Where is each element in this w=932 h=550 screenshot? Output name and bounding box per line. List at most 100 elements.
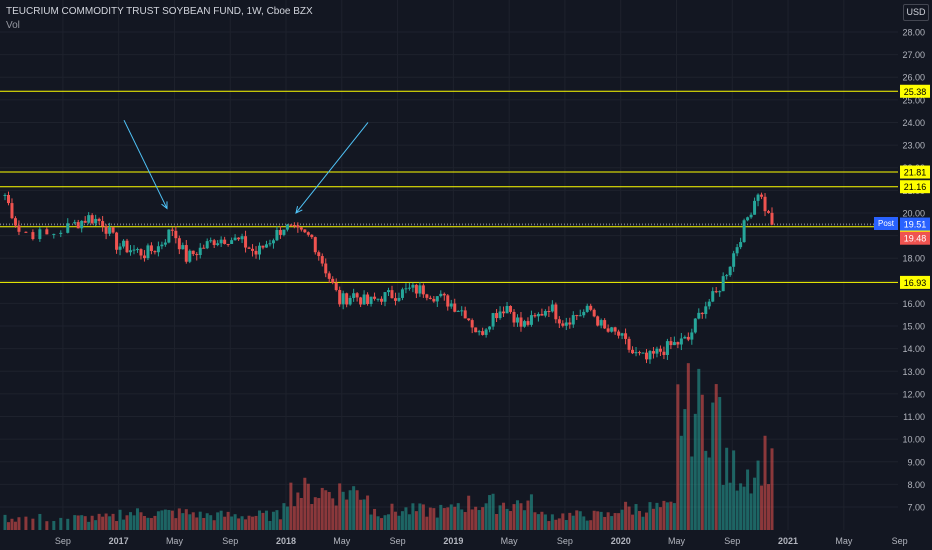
- candle-body: [662, 351, 666, 355]
- candle-body: [756, 194, 760, 201]
- candle-body: [467, 318, 471, 321]
- time-tick-label: May: [166, 536, 184, 546]
- volume-bar: [543, 514, 547, 530]
- volume-bar: [125, 515, 129, 530]
- candle-body: [380, 298, 384, 302]
- candle-body: [17, 225, 21, 232]
- candle-body: [317, 252, 321, 257]
- volume-bar: [610, 516, 614, 530]
- candle-body: [439, 293, 443, 297]
- candle-body: [373, 296, 377, 299]
- candle-body: [760, 194, 764, 197]
- candle-body: [407, 287, 411, 289]
- level-price-label: 16.93: [904, 278, 927, 288]
- arrow-head[interactable]: [295, 206, 303, 214]
- price-candles: [3, 191, 774, 364]
- volume-bar: [421, 504, 425, 530]
- last-price-tag: [900, 231, 930, 245]
- candle-body: [362, 294, 366, 305]
- volume-bar: [10, 518, 14, 530]
- candle-body: [38, 229, 42, 240]
- candle-body: [669, 341, 673, 346]
- volume-bar: [536, 514, 540, 530]
- candle-body: [512, 311, 516, 323]
- volume-bar: [174, 518, 178, 530]
- volume-bar: [87, 521, 91, 530]
- volume-bar: [557, 518, 561, 530]
- candle-body: [142, 255, 146, 259]
- arrow-shaft[interactable]: [295, 122, 369, 214]
- candle-body: [561, 323, 565, 326]
- candle-body: [557, 319, 561, 324]
- level-price-label: 21.81: [904, 168, 927, 178]
- candle-body: [421, 285, 425, 295]
- candle-body: [414, 284, 418, 294]
- candle-body: [550, 304, 554, 312]
- time-axis[interactable]: Sep 2017 May Sep 2018 May Sep 2019 May Sep 2020 May…: [55, 536, 908, 546]
- candle-body: [638, 352, 642, 354]
- candle-body: [135, 249, 139, 251]
- candle-body: [446, 295, 450, 307]
- candle-body: [132, 249, 136, 251]
- volume-bar: [732, 450, 736, 530]
- candle-body: [732, 253, 736, 267]
- volume-bar: [617, 513, 621, 530]
- candle-body: [275, 230, 279, 241]
- volume-bar: [467, 495, 471, 530]
- horizontal-level-lines[interactable]: [0, 90, 898, 283]
- time-tick-label: Sep: [390, 536, 406, 546]
- level-price-label: 25.38: [904, 87, 927, 97]
- candle-body: [230, 240, 234, 244]
- volume-bar: [564, 520, 568, 530]
- currency-button[interactable]: USD: [903, 4, 929, 21]
- candle-body: [700, 312, 704, 315]
- volume-bar: [624, 501, 628, 530]
- volume-bar: [509, 511, 513, 530]
- volume-bar: [135, 508, 139, 530]
- volume-bar: [181, 513, 185, 530]
- arrow-shaft[interactable]: [123, 119, 168, 209]
- volume-bar: [345, 499, 349, 530]
- time-tick-label: Sep: [724, 536, 740, 546]
- volume-bar: [142, 515, 146, 530]
- candle-body: [289, 224, 293, 226]
- time-tick-label: Sep: [55, 536, 71, 546]
- volume-bar: [146, 517, 150, 530]
- candle-body: [679, 338, 683, 345]
- candle-body: [449, 303, 453, 307]
- volume-bar: [219, 510, 223, 530]
- candle-body: [547, 310, 551, 312]
- candle-body: [115, 232, 119, 250]
- candle-body: [400, 289, 404, 298]
- level-price-tag: [900, 275, 930, 289]
- level-price-tag: [900, 165, 930, 179]
- candle-body: [383, 292, 387, 302]
- volume-bar: [264, 510, 268, 530]
- volume-bar: [289, 482, 293, 530]
- volume-bar: [658, 507, 662, 530]
- candle-body: [261, 245, 265, 248]
- volume-bar: [369, 514, 373, 530]
- price-tick-label: 7.00: [907, 503, 925, 513]
- candle-body: [749, 214, 753, 218]
- volume-bar: [463, 512, 467, 530]
- candle-body: [209, 240, 213, 242]
- candle-body: [338, 290, 342, 305]
- volume-bar: [697, 368, 701, 530]
- candle-body: [425, 294, 429, 298]
- volume-bar: [662, 500, 666, 530]
- trend-arrows[interactable]: [123, 119, 369, 214]
- arrow-head[interactable]: [161, 201, 168, 210]
- volume-bar: [24, 516, 28, 530]
- candle-body: [397, 297, 401, 301]
- volume-bar: [767, 484, 771, 530]
- volume-bar: [606, 512, 610, 530]
- volume-bar: [554, 519, 558, 530]
- price-axis[interactable]: 7.00 8.00 9.00 10.00 11.00 12.00 13.00 14.00 15.…: [898, 0, 932, 550]
- volume-bar: [742, 486, 746, 530]
- post-price-label: 19.51: [904, 220, 927, 230]
- candle-body: [139, 249, 143, 256]
- candle-body: [348, 297, 352, 305]
- volume-bar: [3, 514, 7, 530]
